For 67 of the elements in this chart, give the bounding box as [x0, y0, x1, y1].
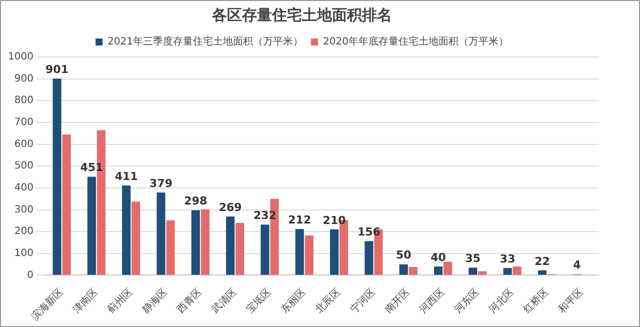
- x-tick-label: 红桥区: [521, 286, 551, 316]
- bar: [156, 192, 166, 275]
- x-tick-label: 河西区: [417, 286, 447, 316]
- bar: [236, 222, 244, 275]
- data-label: 379: [150, 176, 172, 190]
- x-tick-label: 静海区: [140, 286, 170, 316]
- bar: [295, 228, 304, 275]
- bar: [62, 134, 71, 275]
- x-tick-label: 蓟州区: [105, 286, 136, 316]
- bar: [260, 224, 270, 275]
- data-label: 411: [114, 170, 138, 183]
- data-label: 901: [46, 62, 68, 76]
- x-tick-label: 武清区: [209, 286, 240, 316]
- y-tick-label: 700: [14, 117, 34, 128]
- data-label: 210: [322, 214, 346, 227]
- x-tick-label: 和平区: [556, 286, 586, 316]
- y-tick-label: 400: [14, 182, 34, 194]
- y-tick-label: 600: [14, 138, 34, 150]
- data-label: 22: [534, 254, 550, 268]
- bar: [122, 186, 131, 275]
- x-tick-label: 河东区: [452, 286, 482, 316]
- y-tick-label: 100: [14, 248, 34, 259]
- x-tick-label: 东丽区: [278, 286, 308, 316]
- x-tick-label: 南开区: [382, 286, 412, 316]
- data-label: 4: [573, 258, 582, 272]
- bar: [503, 268, 512, 275]
- bar: [434, 266, 443, 275]
- bar: [191, 210, 200, 275]
- bar: [364, 241, 374, 275]
- y-tick-label: 1000: [8, 52, 34, 63]
- x-tick-label: 西青区: [174, 286, 204, 316]
- y-tick-label: 0: [27, 270, 34, 281]
- y-tick-label: 900: [14, 73, 34, 84]
- data-label: 212: [288, 213, 312, 226]
- y-tick-label: 200: [14, 226, 34, 238]
- bar: [132, 202, 140, 275]
- y-tick-label: 500: [14, 160, 34, 172]
- x-tick-label: 宝坻区: [244, 286, 274, 316]
- bar: [408, 266, 418, 275]
- bar: [444, 262, 452, 275]
- legend-label: 2020年年底存量住宅土地面积（万平米）: [323, 36, 508, 48]
- bar: [200, 209, 210, 275]
- bar: [512, 266, 522, 275]
- data-label: 50: [396, 248, 412, 262]
- x-tick-label: 北辰区: [313, 286, 344, 316]
- bar: [330, 229, 339, 275]
- x-tick-label: 宁河区: [348, 286, 378, 316]
- data-label: 298: [184, 194, 208, 208]
- bar: [468, 268, 478, 275]
- x-tick-label: 河北区: [486, 286, 516, 316]
- bar: [226, 216, 235, 275]
- data-label: 33: [500, 252, 516, 266]
- data-label: 269: [218, 200, 242, 214]
- bar: [538, 270, 547, 275]
- y-tick-label: 800: [14, 95, 34, 106]
- bar: [399, 264, 408, 275]
- chart-title: 各区存量住宅土地面积排名: [211, 6, 392, 24]
- y-tick-label: 300: [14, 204, 34, 216]
- x-tick-label: 津南区: [70, 286, 100, 316]
- legend-label: 2021年三季度存量住宅土地面积（万平米）: [108, 36, 304, 48]
- bar: [166, 220, 175, 275]
- data-label: 40: [430, 250, 446, 264]
- bar: [87, 176, 96, 275]
- data-label: 35: [465, 252, 481, 265]
- bar: [304, 236, 314, 275]
- bar: [52, 78, 62, 275]
- x-tick-label: 滨海新区: [28, 286, 66, 323]
